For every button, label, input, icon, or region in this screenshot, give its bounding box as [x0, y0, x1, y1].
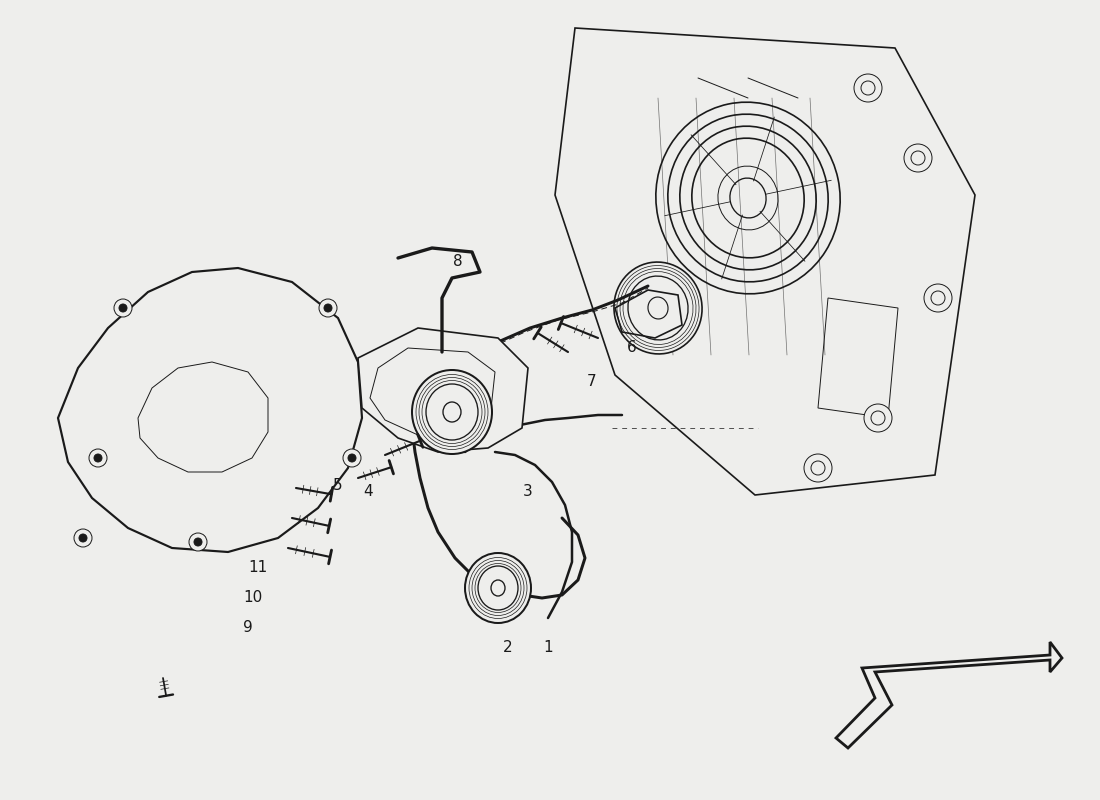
- Circle shape: [864, 404, 892, 432]
- Text: 7: 7: [587, 374, 597, 390]
- Circle shape: [924, 284, 952, 312]
- Circle shape: [119, 304, 126, 312]
- Circle shape: [79, 534, 87, 542]
- Circle shape: [861, 81, 875, 95]
- Text: 3: 3: [524, 485, 532, 499]
- Text: 10: 10: [243, 590, 263, 606]
- Circle shape: [904, 144, 932, 172]
- Circle shape: [189, 533, 207, 551]
- Circle shape: [74, 529, 92, 547]
- Circle shape: [911, 151, 925, 165]
- Text: 8: 8: [453, 254, 463, 270]
- Circle shape: [319, 299, 337, 317]
- Text: 6: 6: [627, 341, 637, 355]
- Polygon shape: [358, 328, 528, 452]
- Text: 5: 5: [333, 478, 343, 493]
- Circle shape: [854, 74, 882, 102]
- Text: 11: 11: [249, 561, 267, 575]
- Ellipse shape: [614, 262, 702, 354]
- Circle shape: [114, 299, 132, 317]
- Circle shape: [343, 449, 361, 467]
- Text: 4: 4: [363, 485, 373, 499]
- Text: 1: 1: [543, 641, 553, 655]
- Ellipse shape: [465, 553, 531, 623]
- Circle shape: [811, 461, 825, 475]
- Circle shape: [194, 538, 202, 546]
- Polygon shape: [58, 268, 362, 552]
- Text: 9: 9: [243, 621, 253, 635]
- Circle shape: [871, 411, 886, 425]
- Circle shape: [324, 304, 332, 312]
- Ellipse shape: [412, 370, 492, 454]
- Circle shape: [931, 291, 945, 305]
- Polygon shape: [836, 642, 1062, 748]
- Circle shape: [804, 454, 832, 482]
- Circle shape: [348, 454, 356, 462]
- Circle shape: [89, 449, 107, 467]
- Circle shape: [94, 454, 102, 462]
- Text: 2: 2: [503, 641, 513, 655]
